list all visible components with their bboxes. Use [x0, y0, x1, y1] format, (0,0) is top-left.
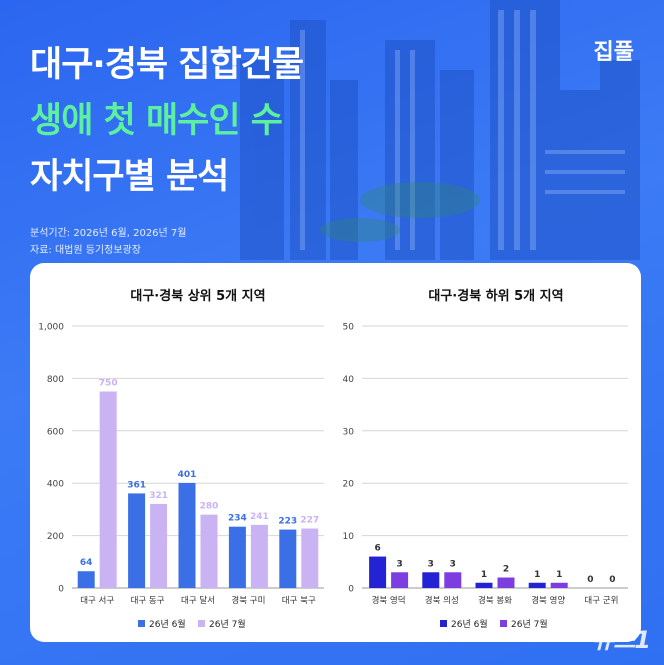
bar-june: [128, 493, 146, 588]
data-label: 6: [374, 544, 380, 554]
data-label: 223: [278, 517, 297, 527]
x-tick-label: 대구 북구: [282, 596, 316, 606]
bar-july: [497, 577, 515, 588]
y-tick-label: 10: [343, 532, 355, 542]
bar-june: [475, 582, 493, 588]
legend-swatch-june: [138, 620, 145, 627]
news-watermark: 뉴스1: [592, 626, 651, 654]
data-label: 3: [428, 559, 434, 569]
legend-label: 26년 6월: [149, 618, 186, 630]
x-tick-label: 경북 영덕: [372, 595, 406, 606]
y-tick-label: 800: [47, 375, 64, 385]
data-label: 1: [556, 570, 562, 580]
y-tick-label: 0: [348, 585, 354, 595]
bar-june: [178, 482, 196, 588]
x-tick-label: 경북 의성: [425, 595, 459, 606]
bar-june: [422, 572, 440, 588]
bar-june: [228, 526, 246, 588]
data-label: 227: [300, 516, 319, 526]
data-label: 1: [534, 570, 540, 580]
title-line-1: 대구·경북 집합건물: [30, 45, 304, 85]
brand-logo: 집풀: [593, 40, 634, 65]
y-tick-label: 1,000: [38, 323, 64, 333]
y-tick-label: 400: [47, 480, 64, 490]
data-label: 3: [450, 559, 456, 569]
bar-july: [200, 514, 218, 588]
bar-june: [369, 556, 387, 588]
bar-july: [250, 524, 268, 588]
bar-july: [550, 582, 568, 588]
data-label: 401: [178, 470, 197, 480]
x-tick-label: 대구 서구: [80, 596, 114, 606]
data-label: 2: [503, 565, 509, 575]
legend-swatch-july: [500, 620, 507, 627]
legend-swatch-june: [440, 620, 447, 627]
title-line-2: 생애 첫 매수인 수: [30, 101, 283, 141]
legend-swatch-july: [198, 620, 205, 627]
data-label: 234: [228, 514, 247, 524]
y-tick-label: 20: [343, 480, 355, 490]
data-label: 361: [127, 480, 146, 490]
y-tick-label: 600: [47, 427, 64, 437]
chart-title: 대구·경북 상위 5개 지역: [130, 288, 265, 304]
data-label: 280: [200, 502, 219, 512]
bar-july: [391, 572, 409, 588]
data-label: 64: [80, 558, 93, 568]
y-tick-label: 40: [343, 375, 355, 385]
chart-panel: 대구·경북 상위 5개 지역 0 200 400 600 800 1,000 64 750 대구 …: [30, 263, 641, 642]
legend-label: 26년 7월: [511, 618, 548, 630]
x-tick-label: 경북 구미: [231, 595, 265, 606]
data-label: 1: [481, 570, 487, 580]
data-label: 0: [587, 575, 593, 585]
bar-june: [528, 582, 546, 588]
bar-june: [279, 529, 297, 588]
x-tick-label: 경북 봉화: [478, 595, 512, 606]
data-source: 자료: 대법원 등기정보광장: [30, 245, 141, 256]
charts-svg: 대구·경북 상위 5개 지역02004006008001,00064750대구 …: [38, 288, 628, 630]
title-line-3: 자치구별 분석: [30, 157, 229, 197]
x-tick-label: 대구 동구: [131, 596, 165, 606]
legend-label: 26년 7월: [209, 618, 246, 630]
y-tick-label: 50: [343, 323, 355, 333]
y-tick-label: 30: [343, 427, 355, 437]
y-tick-label: 0: [58, 585, 64, 595]
y-tick-label: 200: [47, 532, 64, 542]
chart-title: 대구·경북 하위 5개 지역: [428, 288, 563, 304]
bar-july: [301, 528, 319, 588]
data-label: 0: [609, 575, 615, 585]
data-label: 3: [396, 559, 402, 569]
x-tick-label: 대구 달서: [181, 595, 215, 606]
bar-july: [99, 391, 117, 588]
data-label: 321: [149, 491, 168, 501]
bar-july: [444, 572, 462, 588]
x-tick-label: 경북 영양: [531, 595, 565, 606]
legend-label: 26년 6월: [451, 618, 488, 630]
bar-july: [150, 503, 168, 588]
data-label: 750: [99, 379, 118, 389]
analysis-period: 분석기간: 2026년 6월, 2026년 7월: [30, 228, 187, 239]
bar-june: [77, 571, 95, 588]
data-label: 241: [250, 512, 269, 522]
x-tick-label: 대구 군위: [584, 596, 618, 606]
